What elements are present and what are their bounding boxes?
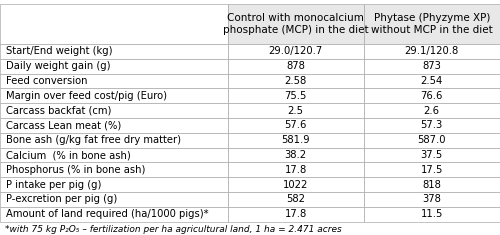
Bar bbox=[0, 118, 228, 133]
Text: 57.3: 57.3 bbox=[420, 120, 443, 130]
Bar bbox=[364, 207, 500, 222]
Text: 37.5: 37.5 bbox=[420, 150, 443, 160]
Text: 2.54: 2.54 bbox=[420, 76, 443, 86]
Bar bbox=[0, 88, 228, 103]
Bar bbox=[228, 177, 364, 192]
Text: Bone ash (g/kg fat free dry matter): Bone ash (g/kg fat free dry matter) bbox=[6, 135, 180, 145]
Text: P-excretion per pig (g): P-excretion per pig (g) bbox=[6, 194, 117, 204]
Bar bbox=[0, 162, 228, 177]
Text: 873: 873 bbox=[422, 61, 441, 71]
Text: 587.0: 587.0 bbox=[418, 135, 446, 145]
Text: 2.58: 2.58 bbox=[284, 76, 306, 86]
Bar bbox=[0, 44, 228, 59]
Bar bbox=[364, 44, 500, 59]
Text: 76.6: 76.6 bbox=[420, 91, 443, 101]
Bar bbox=[364, 4, 500, 44]
Bar bbox=[0, 74, 228, 88]
Text: Carcass Lean meat (%): Carcass Lean meat (%) bbox=[6, 120, 121, 130]
Bar bbox=[0, 192, 228, 207]
Bar bbox=[228, 162, 364, 177]
Text: Start/End weight (kg): Start/End weight (kg) bbox=[6, 46, 112, 56]
Text: Daily weight gain (g): Daily weight gain (g) bbox=[6, 61, 110, 71]
Bar bbox=[228, 192, 364, 207]
Text: 378: 378 bbox=[422, 194, 441, 204]
Bar bbox=[0, 207, 228, 222]
Bar bbox=[0, 4, 228, 44]
Bar bbox=[364, 103, 500, 118]
Text: P intake per pig (g): P intake per pig (g) bbox=[6, 180, 101, 190]
Text: Margin over feed cost/pig (Euro): Margin over feed cost/pig (Euro) bbox=[6, 91, 166, 101]
Text: Feed conversion: Feed conversion bbox=[6, 76, 87, 86]
Bar bbox=[228, 59, 364, 74]
Text: Calcium  (% in bone ash): Calcium (% in bone ash) bbox=[6, 150, 130, 160]
Text: 581.9: 581.9 bbox=[281, 135, 310, 145]
Bar bbox=[364, 192, 500, 207]
Text: 29.1/120.8: 29.1/120.8 bbox=[404, 46, 459, 56]
Text: 2.6: 2.6 bbox=[424, 106, 440, 116]
Text: 1022: 1022 bbox=[283, 180, 308, 190]
Text: 29.0/120.7: 29.0/120.7 bbox=[268, 46, 322, 56]
Bar bbox=[228, 148, 364, 162]
Bar bbox=[228, 207, 364, 222]
Bar bbox=[364, 118, 500, 133]
Text: Phytase (Phyzyme XP)
without MCP in the diet: Phytase (Phyzyme XP) without MCP in the … bbox=[371, 13, 492, 35]
Bar bbox=[0, 133, 228, 148]
Bar bbox=[228, 118, 364, 133]
Text: 818: 818 bbox=[422, 180, 441, 190]
Bar bbox=[364, 88, 500, 103]
Bar bbox=[0, 177, 228, 192]
Bar bbox=[0, 59, 228, 74]
Bar bbox=[0, 148, 228, 162]
Text: Carcass backfat (cm): Carcass backfat (cm) bbox=[6, 106, 111, 116]
Bar bbox=[228, 74, 364, 88]
Text: 75.5: 75.5 bbox=[284, 91, 306, 101]
Bar bbox=[364, 148, 500, 162]
Bar bbox=[364, 177, 500, 192]
Text: *with 75 kg P₂O₅ – fertilization per ha agricultural land, 1 ha = 2.471 acres: *with 75 kg P₂O₅ – fertilization per ha … bbox=[5, 225, 342, 234]
Bar bbox=[228, 44, 364, 59]
Text: 57.6: 57.6 bbox=[284, 120, 306, 130]
Text: 17.8: 17.8 bbox=[284, 209, 306, 219]
Text: 2.5: 2.5 bbox=[288, 106, 304, 116]
Text: 17.8: 17.8 bbox=[284, 165, 306, 175]
Text: Phosphorus (% in bone ash): Phosphorus (% in bone ash) bbox=[6, 165, 145, 175]
Bar bbox=[228, 103, 364, 118]
Bar bbox=[0, 103, 228, 118]
Text: 878: 878 bbox=[286, 61, 305, 71]
Text: 11.5: 11.5 bbox=[420, 209, 443, 219]
Text: Control with monocalcium
phosphate (MCP) in the diet: Control with monocalcium phosphate (MCP)… bbox=[222, 13, 368, 35]
Bar bbox=[364, 133, 500, 148]
Text: Amount of land required (ha/1000 pigs)*: Amount of land required (ha/1000 pigs)* bbox=[6, 209, 208, 219]
Text: 38.2: 38.2 bbox=[284, 150, 306, 160]
Bar bbox=[228, 133, 364, 148]
Bar bbox=[228, 88, 364, 103]
Bar bbox=[364, 162, 500, 177]
Text: 17.5: 17.5 bbox=[420, 165, 443, 175]
Bar bbox=[364, 59, 500, 74]
Text: 582: 582 bbox=[286, 194, 305, 204]
Bar bbox=[364, 74, 500, 88]
Bar bbox=[228, 4, 364, 44]
